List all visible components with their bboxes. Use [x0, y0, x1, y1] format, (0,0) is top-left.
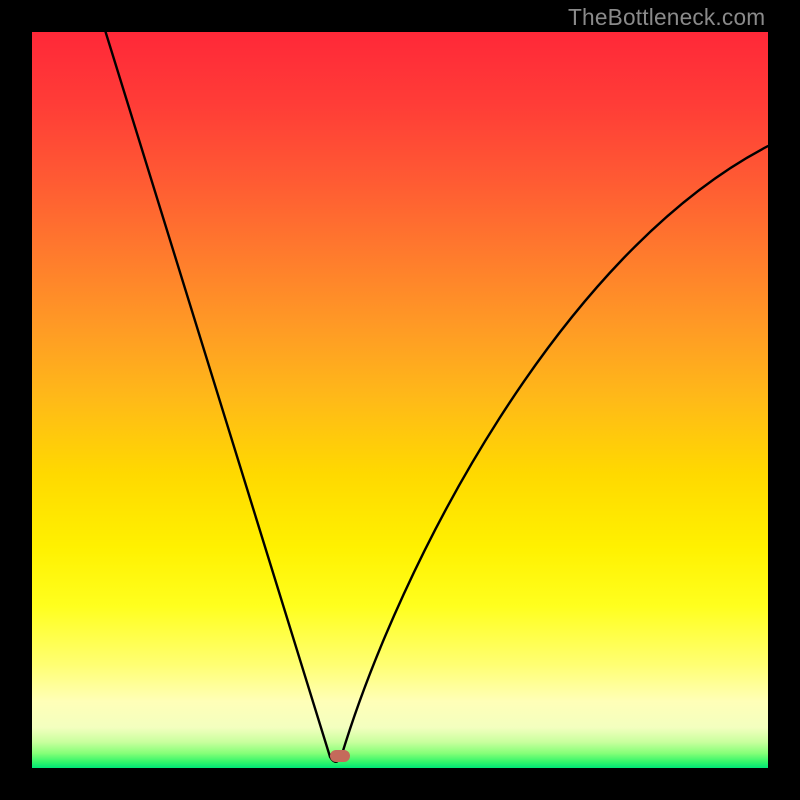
curve-path	[106, 32, 768, 762]
bottleneck-curve	[32, 32, 768, 768]
watermark-text: TheBottleneck.com	[568, 4, 765, 31]
plot-frame	[32, 32, 768, 768]
optimal-point-marker	[330, 750, 350, 762]
